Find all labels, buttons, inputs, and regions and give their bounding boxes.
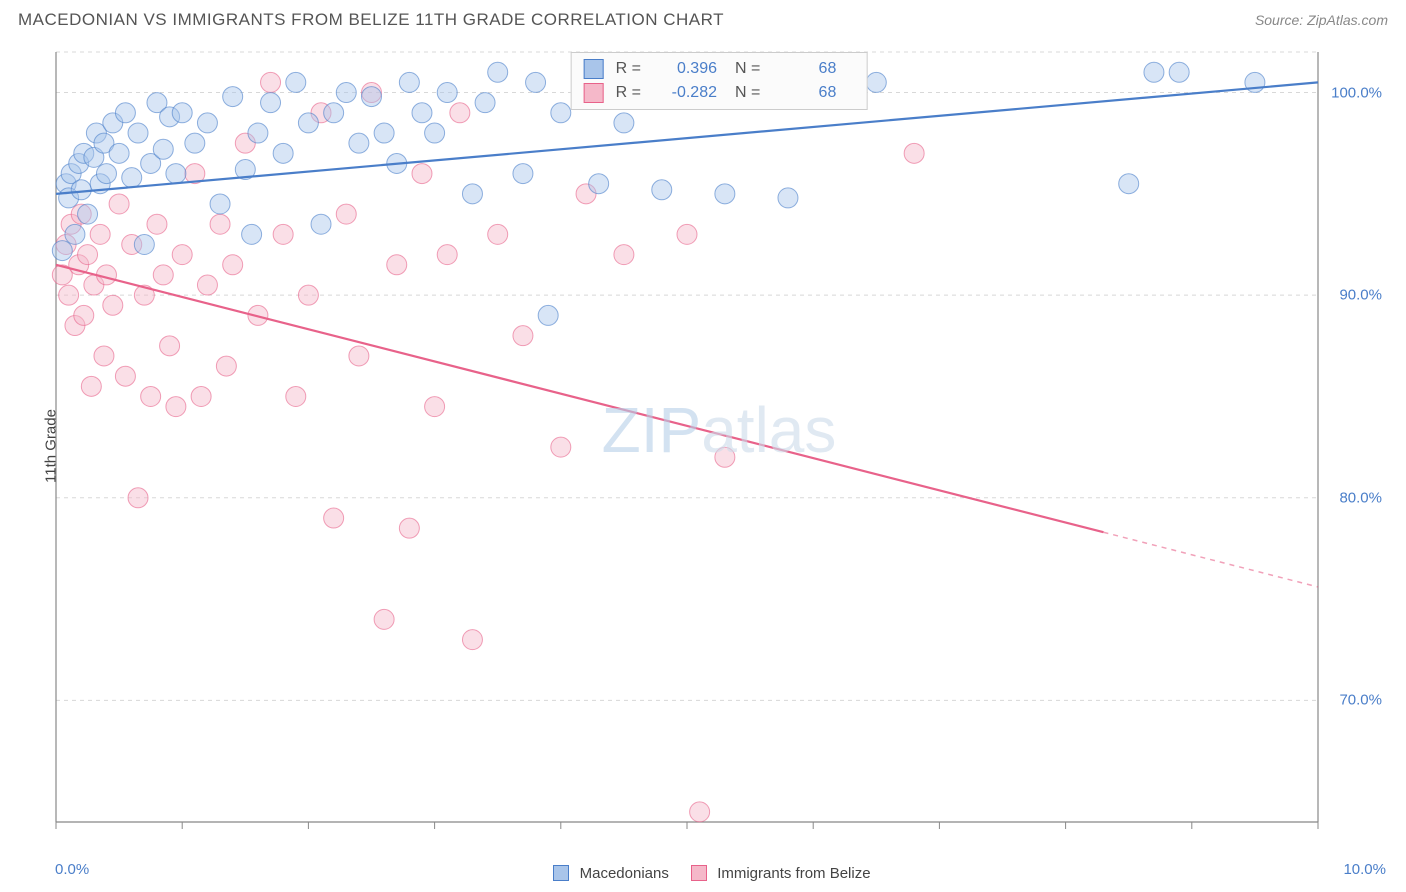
r-value-b: -0.282 [647,84,717,102]
legend-swatch-a [553,865,569,881]
n-label: N = [735,84,760,102]
footer-legend: Macedonians Immigrants from Belize [0,865,1406,882]
y-tick-label: 80.0% [1339,489,1382,506]
legend-label-b: Immigrants from Belize [717,865,870,882]
n-value-b: 68 [766,84,836,102]
n-label: N = [735,60,760,78]
chart-area: ZIPatlas R = 0.396 N = 68 R = -0.282 N =… [50,50,1388,842]
y-tick-label: 70.0% [1339,692,1382,709]
swatch-series-a [584,59,604,79]
legend-label-a: Macedonians [580,865,669,882]
r-label: R = [616,84,641,102]
stats-legend-box: R = 0.396 N = 68 R = -0.282 N = 68 [571,52,868,110]
stats-row-b: R = -0.282 N = 68 [572,81,867,105]
r-value-a: 0.396 [647,60,717,78]
chart-title: MACEDONIAN VS IMMIGRANTS FROM BELIZE 11T… [18,10,724,30]
swatch-series-b [584,83,604,103]
y-tick-label: 100.0% [1331,84,1382,101]
scatter-chart-svg [50,50,1388,842]
source-attribution: Source: ZipAtlas.com [1255,12,1388,28]
stats-row-a: R = 0.396 N = 68 [572,57,867,81]
legend-swatch-b [691,865,707,881]
r-label: R = [616,60,641,78]
y-tick-label: 90.0% [1339,287,1382,304]
n-value-a: 68 [766,60,836,78]
